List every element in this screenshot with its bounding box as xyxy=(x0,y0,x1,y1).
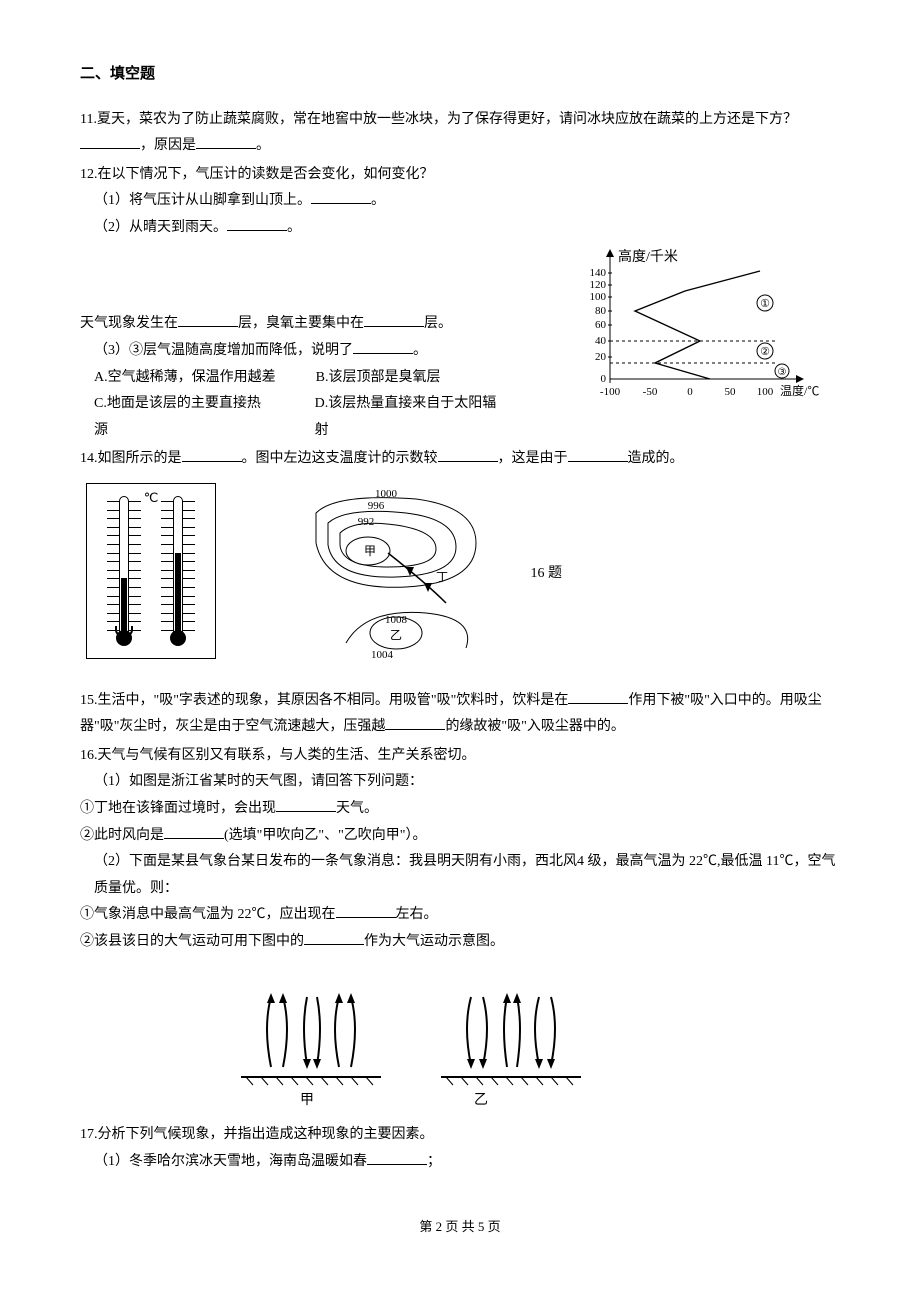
question-14: 14.如图所示的是 。图中左边这支温度计的示数较 ，这是由于 造成的。 xyxy=(80,446,840,473)
unit-label: ℃ xyxy=(144,486,159,511)
blank xyxy=(178,313,238,327)
q17-p1a: （1）冬季哈尔滨冰天雪地，海南岛温暖如春 xyxy=(94,1154,367,1169)
thermometer-left xyxy=(110,496,138,646)
q11-text-b: ，原因是 xyxy=(140,138,196,153)
q13-a3: 层。 xyxy=(424,316,452,331)
page-footer: 第 2 页 共 5 页 xyxy=(80,1215,840,1240)
question-17: 17.分析下列气候现象，并指出造成这种现象的主要因素。 （1）冬季哈尔滨冰天雪地… xyxy=(80,1122,840,1175)
q12-p1: （1）将气压计从山脚拿到山顶上。 xyxy=(94,193,311,208)
question-15: 15.生活中，"吸"字表述的现象，其原因各不相同。用吸管"吸"饮料时，饮料是在作… xyxy=(80,688,840,741)
q13-a1: 天气现象发生在 xyxy=(80,316,178,331)
q14-c: ，这是由于 xyxy=(498,451,568,466)
q16-p2-1b: 左右。 xyxy=(396,907,438,922)
q16-p1-1b: 天气。 xyxy=(336,801,378,816)
blank xyxy=(367,1151,427,1165)
section-heading: 二、填空题 xyxy=(80,60,840,89)
blank xyxy=(311,190,371,204)
svg-text:丁: 丁 xyxy=(436,570,448,584)
q17-stem: 17.分析下列气候现象，并指出造成这种现象的主要因素。 xyxy=(80,1122,840,1149)
option-c: C.地面是该层的主要直接热源 xyxy=(94,391,275,444)
q14-b: 。图中左边这支温度计的示数较 xyxy=(242,451,438,466)
svg-text:120: 120 xyxy=(590,279,607,291)
blank xyxy=(80,135,140,149)
option-b: B.该层顶部是臭氧层 xyxy=(316,365,441,392)
svg-text:140: 140 xyxy=(590,267,607,279)
thermometer-figure: ℃ xyxy=(86,483,216,659)
blank xyxy=(276,798,336,812)
q11-text-c: 。 xyxy=(256,138,270,153)
svg-text:甲: 甲 xyxy=(364,544,376,558)
q11-text-a: 11.夏天，菜农为了防止蔬菜腐败，常在地窖中放一些冰块，为了保存得更好，请问冰块… xyxy=(80,112,797,127)
q12-stem: 12.在以下情况下，气压计的读数是否会变化，如何变化？ xyxy=(80,162,840,189)
blank xyxy=(438,448,498,462)
q17-p1b: ； xyxy=(427,1154,441,1169)
q13-p3a: （3）③层气温随高度增加而降低，说明了 xyxy=(94,343,353,358)
q13-a2: 层，臭氧主要集中在 xyxy=(238,316,364,331)
q12-p2: （2）从晴天到雨天。 xyxy=(94,220,227,235)
blank xyxy=(364,313,424,327)
q16-p2: （2）下面是某县气象台某日发布的一条气象消息：我县明天阴有小雨，西北风4 级，最… xyxy=(80,849,840,902)
q14-d: 造成的。 xyxy=(628,451,684,466)
convection-yi xyxy=(430,966,590,1086)
q15-c: 的缘故被"吸"入吸尘器中的。 xyxy=(445,719,624,734)
svg-text:992: 992 xyxy=(358,516,375,528)
svg-text:996: 996 xyxy=(368,500,385,512)
option-d: D.该层热量直接来自于太阳辐射 xyxy=(315,391,510,444)
blank xyxy=(164,825,224,839)
blank xyxy=(196,135,256,149)
caption-row: 甲 乙 xyxy=(300,1088,840,1115)
q16-p2-2b: 作为大气运动示意图。 xyxy=(364,934,504,949)
figure-row: ℃ 1000 996 992 甲 xyxy=(86,483,840,674)
thermometer-right xyxy=(164,496,192,646)
blank xyxy=(336,904,396,918)
fig16-label: 16 题 xyxy=(531,561,563,588)
blank xyxy=(182,448,242,462)
blank xyxy=(353,340,413,354)
blank xyxy=(568,448,628,462)
convection-figures xyxy=(230,966,840,1086)
q15-a: 15.生活中，"吸"字表述的现象，其原因各不相同。用吸管"吸"饮料时，饮料是在 xyxy=(80,693,568,708)
svg-text:100: 100 xyxy=(590,291,607,303)
q16-p1: （1）如图是浙江省某时的天气图，请回答下列问题： xyxy=(80,769,840,796)
svg-text:1004: 1004 xyxy=(371,649,394,661)
caption-yi: 乙 xyxy=(474,1088,488,1115)
isobar-figure: 1000 996 992 甲 丁 1008 乙 1004 16 题 xyxy=(276,483,516,674)
q16-p1-2a: ②此时风向是 xyxy=(80,828,164,843)
svg-text:1008: 1008 xyxy=(385,614,408,626)
q12-p2b: 。 xyxy=(287,220,301,235)
blank xyxy=(304,931,364,945)
blank xyxy=(385,716,445,730)
convection-jia xyxy=(230,966,390,1086)
blank xyxy=(568,690,628,704)
question-12: 12.在以下情况下，气压计的读数是否会变化，如何变化？ （1）将气压计从山脚拿到… xyxy=(80,162,840,242)
q12-p1b: 。 xyxy=(371,193,385,208)
y-axis-label: 高度/千米 xyxy=(618,248,678,265)
question-13: 天气现象发生在层，臭氧主要集中在层。 （3）③层气温随高度增加而降低，说明了。 … xyxy=(80,311,840,444)
svg-text:乙: 乙 xyxy=(390,628,402,642)
question-16: 16.天气与气候有区别又有联系，与人类的生活、生产关系密切。 （1）如图是浙江省… xyxy=(80,743,840,956)
q16-stem: 16.天气与气候有区别又有联系，与人类的生活、生产关系密切。 xyxy=(80,743,840,770)
blank xyxy=(227,217,287,231)
q14-a: 14.如图所示的是 xyxy=(80,451,182,466)
option-a: A.空气越稀薄，保温作用越差 xyxy=(94,365,276,392)
q16-p1-1a: ①丁地在该锋面过境时，会出现 xyxy=(80,801,276,816)
question-11: 11.夏天，菜农为了防止蔬菜腐败，常在地窖中放一些冰块，为了保存得更好，请问冰块… xyxy=(80,107,840,160)
caption-jia: 甲 xyxy=(300,1088,314,1115)
q16-p1-2b: (选填"甲吹向乙"、"乙吹向甲"）。 xyxy=(224,828,427,843)
svg-text:①: ① xyxy=(760,298,770,310)
q13-p3b: 。 xyxy=(413,343,427,358)
q16-p2-1a: ①气象消息中最高气温为 22℃，应出现在 xyxy=(80,907,336,922)
q16-p2-2a: ②该县该日的大气运动可用下图中的 xyxy=(80,934,304,949)
